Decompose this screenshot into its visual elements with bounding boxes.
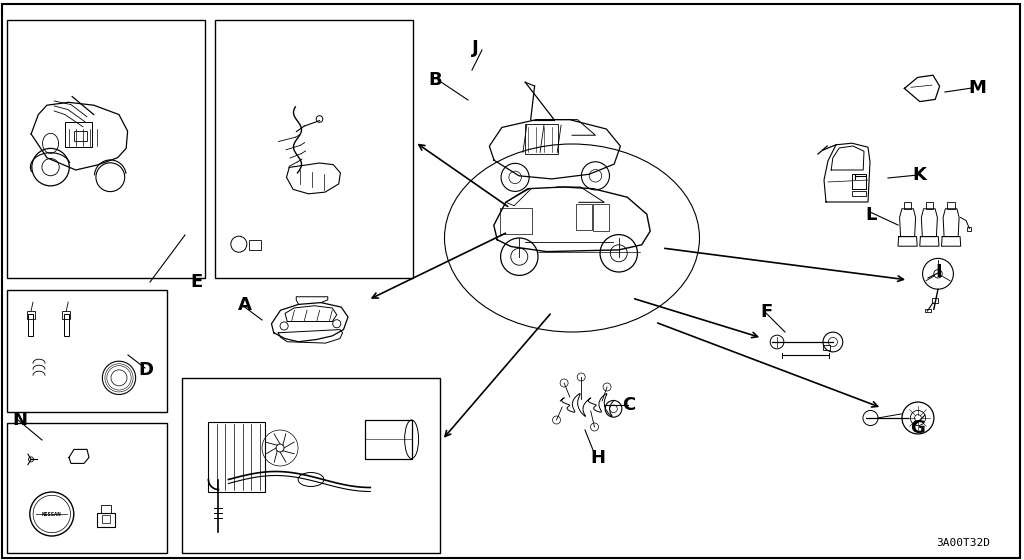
Text: B: B: [428, 71, 441, 89]
Bar: [101, 505, 112, 512]
Bar: [925, 309, 931, 312]
Text: H: H: [590, 449, 605, 467]
Bar: [525, 124, 558, 154]
Text: A: A: [238, 296, 252, 314]
Text: I: I: [935, 263, 942, 281]
Bar: [208, 422, 264, 492]
Bar: [75, 131, 87, 141]
Text: N: N: [12, 411, 27, 429]
Bar: [593, 204, 608, 231]
Bar: [852, 191, 866, 196]
Bar: [932, 298, 938, 302]
Bar: [27, 311, 35, 319]
Bar: [926, 202, 933, 209]
Bar: [577, 204, 592, 230]
Text: K: K: [912, 166, 926, 184]
Text: J: J: [472, 39, 479, 57]
Bar: [947, 202, 955, 209]
Bar: [215, 20, 413, 278]
Bar: [63, 314, 69, 336]
Bar: [904, 202, 911, 209]
Text: F: F: [760, 303, 772, 321]
Bar: [968, 227, 971, 231]
Text: G: G: [910, 419, 925, 437]
Text: C: C: [622, 396, 635, 414]
Bar: [62, 311, 71, 319]
Bar: [7, 290, 167, 412]
Text: 3A00T32D: 3A00T32D: [936, 538, 990, 548]
Bar: [500, 208, 532, 234]
Bar: [7, 423, 167, 553]
Bar: [182, 378, 440, 553]
Text: L: L: [865, 206, 877, 224]
Bar: [7, 20, 205, 278]
Bar: [29, 314, 34, 336]
Bar: [852, 174, 866, 189]
Text: D: D: [138, 361, 153, 379]
Text: NISSAN: NISSAN: [42, 511, 61, 516]
Bar: [102, 515, 111, 522]
Bar: [366, 420, 412, 459]
Text: M: M: [968, 79, 986, 97]
Bar: [822, 345, 830, 349]
Bar: [249, 240, 261, 250]
Text: E: E: [190, 273, 203, 291]
Bar: [97, 512, 115, 526]
